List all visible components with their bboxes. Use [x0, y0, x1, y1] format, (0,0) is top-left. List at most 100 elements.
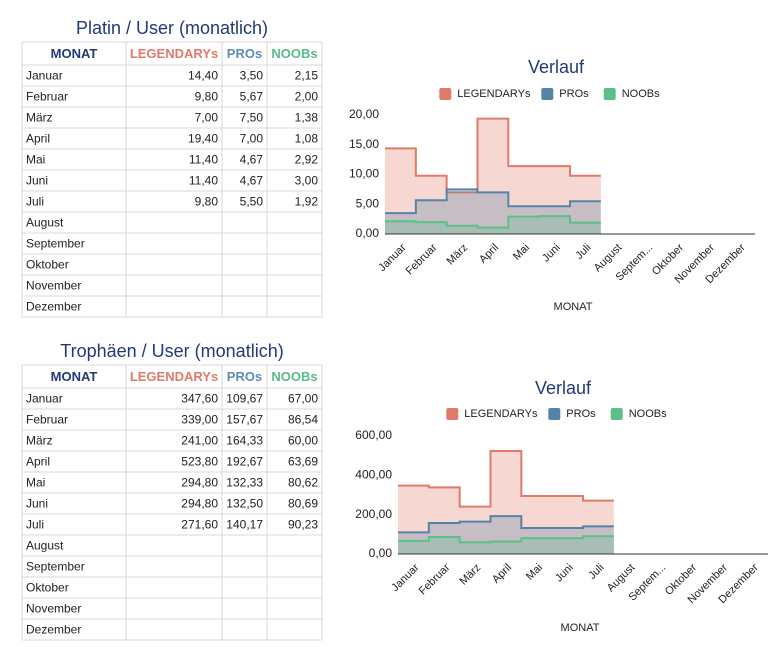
series-line: [385, 117, 601, 194]
cell: Februar: [26, 90, 68, 104]
cell: 63,69: [288, 455, 318, 469]
cell: März: [26, 111, 53, 125]
table-title: Trophäen / User (monatlich): [60, 341, 283, 361]
x-tick-label: Februar: [417, 561, 453, 597]
cell: Juli: [26, 518, 44, 532]
cell: November: [26, 279, 81, 293]
cell: 3,00: [295, 174, 319, 188]
cell: 19,40: [188, 132, 218, 146]
series-line: [385, 215, 601, 229]
cell: 294,80: [181, 476, 218, 490]
cell: Januar: [26, 392, 63, 406]
x-tick-label: April: [477, 242, 501, 266]
cell: 339,00: [181, 413, 218, 427]
cell: 347,60: [181, 392, 218, 406]
legend-label: PROs: [566, 408, 596, 420]
cell: 11,40: [189, 153, 218, 167]
legend-swatch: [541, 88, 554, 100]
cell: 7,00: [240, 132, 264, 146]
cell: 3,50: [240, 69, 264, 83]
cell: September: [26, 237, 85, 251]
legend-label: NOOBs: [629, 408, 667, 420]
x-tick-label: Mai: [524, 562, 545, 583]
cell: 67,00: [288, 392, 318, 406]
cell: 14,40: [188, 69, 218, 83]
cell: Mai: [26, 153, 45, 167]
series-area: [398, 536, 614, 554]
cell: Januar: [26, 69, 63, 83]
cell: Oktober: [26, 258, 69, 272]
cell: 7,50: [240, 111, 264, 125]
x-tick-label: Juni: [540, 242, 563, 265]
series-line: [385, 188, 601, 215]
cell: 157,67: [226, 413, 263, 427]
cell: 132,50: [226, 497, 263, 511]
header-cell: NOOBs: [271, 46, 317, 61]
series-area: [398, 516, 614, 554]
y-tick-label: 5,00: [356, 196, 380, 210]
header-cell: LEGENDARYs: [130, 46, 218, 61]
cell: 132,33: [226, 476, 263, 490]
header-cell: PROs: [227, 46, 262, 61]
cell: Dezember: [26, 300, 81, 314]
cell: 1,38: [295, 111, 319, 125]
cell: 80,69: [288, 497, 318, 511]
cell: 11,40: [189, 174, 218, 188]
chart-title: Verlauf: [528, 57, 585, 77]
y-tick-label: 400,00: [355, 468, 392, 482]
y-tick-label: 0,00: [356, 226, 380, 240]
x-axis-title: MONAT: [554, 301, 593, 313]
cell: Juni: [26, 497, 48, 511]
y-tick-label: 0,00: [369, 546, 393, 560]
y-tick-label: 200,00: [355, 507, 392, 521]
header-cell: NOOBs: [271, 369, 317, 384]
cell: 2,15: [295, 69, 319, 83]
cell: 9,80: [195, 90, 219, 104]
cell: November: [26, 602, 81, 616]
legend-swatch: [603, 88, 616, 100]
y-tick-label: 15,00: [349, 137, 379, 151]
header-cell: LEGENDARYs: [130, 369, 218, 384]
cell: September: [26, 560, 85, 574]
cell: Dezember: [26, 623, 81, 637]
legend-label: PROs: [559, 88, 589, 100]
series-line: [398, 515, 614, 534]
x-tick-label: März: [444, 242, 470, 268]
series-area: [385, 118, 601, 234]
cell: Juni: [26, 174, 48, 188]
cell: 192,67: [226, 455, 263, 469]
legend-swatch: [610, 408, 623, 420]
legend-label: LEGENDARYs: [464, 408, 538, 420]
x-tick-label: Juli: [573, 242, 593, 262]
x-axis-title: MONAT: [561, 622, 600, 634]
cell: Oktober: [26, 581, 69, 595]
cell: 60,00: [288, 434, 318, 448]
x-tick-label: Juni: [553, 562, 576, 585]
header-cell: MONAT: [51, 46, 98, 61]
cell: August: [26, 216, 64, 230]
cell: 1,92: [295, 195, 319, 209]
cell: 294,80: [181, 497, 218, 511]
cell: 90,23: [288, 518, 318, 532]
x-tick-label: Juli: [586, 562, 606, 582]
cell: 5,67: [240, 90, 264, 104]
cell: 2,92: [295, 153, 319, 167]
x-tick-label: Februar: [404, 241, 440, 277]
series-line: [398, 449, 614, 508]
header-cell: MONAT: [51, 369, 98, 384]
y-tick-label: 20,00: [349, 107, 379, 121]
cell: Februar: [26, 413, 68, 427]
cell: August: [26, 539, 64, 553]
cell: 86,54: [288, 413, 318, 427]
cell: 2,00: [295, 90, 319, 104]
cell: 241,00: [181, 434, 218, 448]
cell: 4,67: [240, 174, 264, 188]
cell: 4,67: [240, 153, 264, 167]
cell: April: [26, 132, 50, 146]
header-cell: PROs: [227, 369, 262, 384]
cell: 140,17: [226, 518, 263, 532]
x-tick-label: März: [457, 562, 483, 588]
table-title: Platin / User (monatlich): [76, 18, 268, 38]
cell: 271,60: [181, 518, 218, 532]
